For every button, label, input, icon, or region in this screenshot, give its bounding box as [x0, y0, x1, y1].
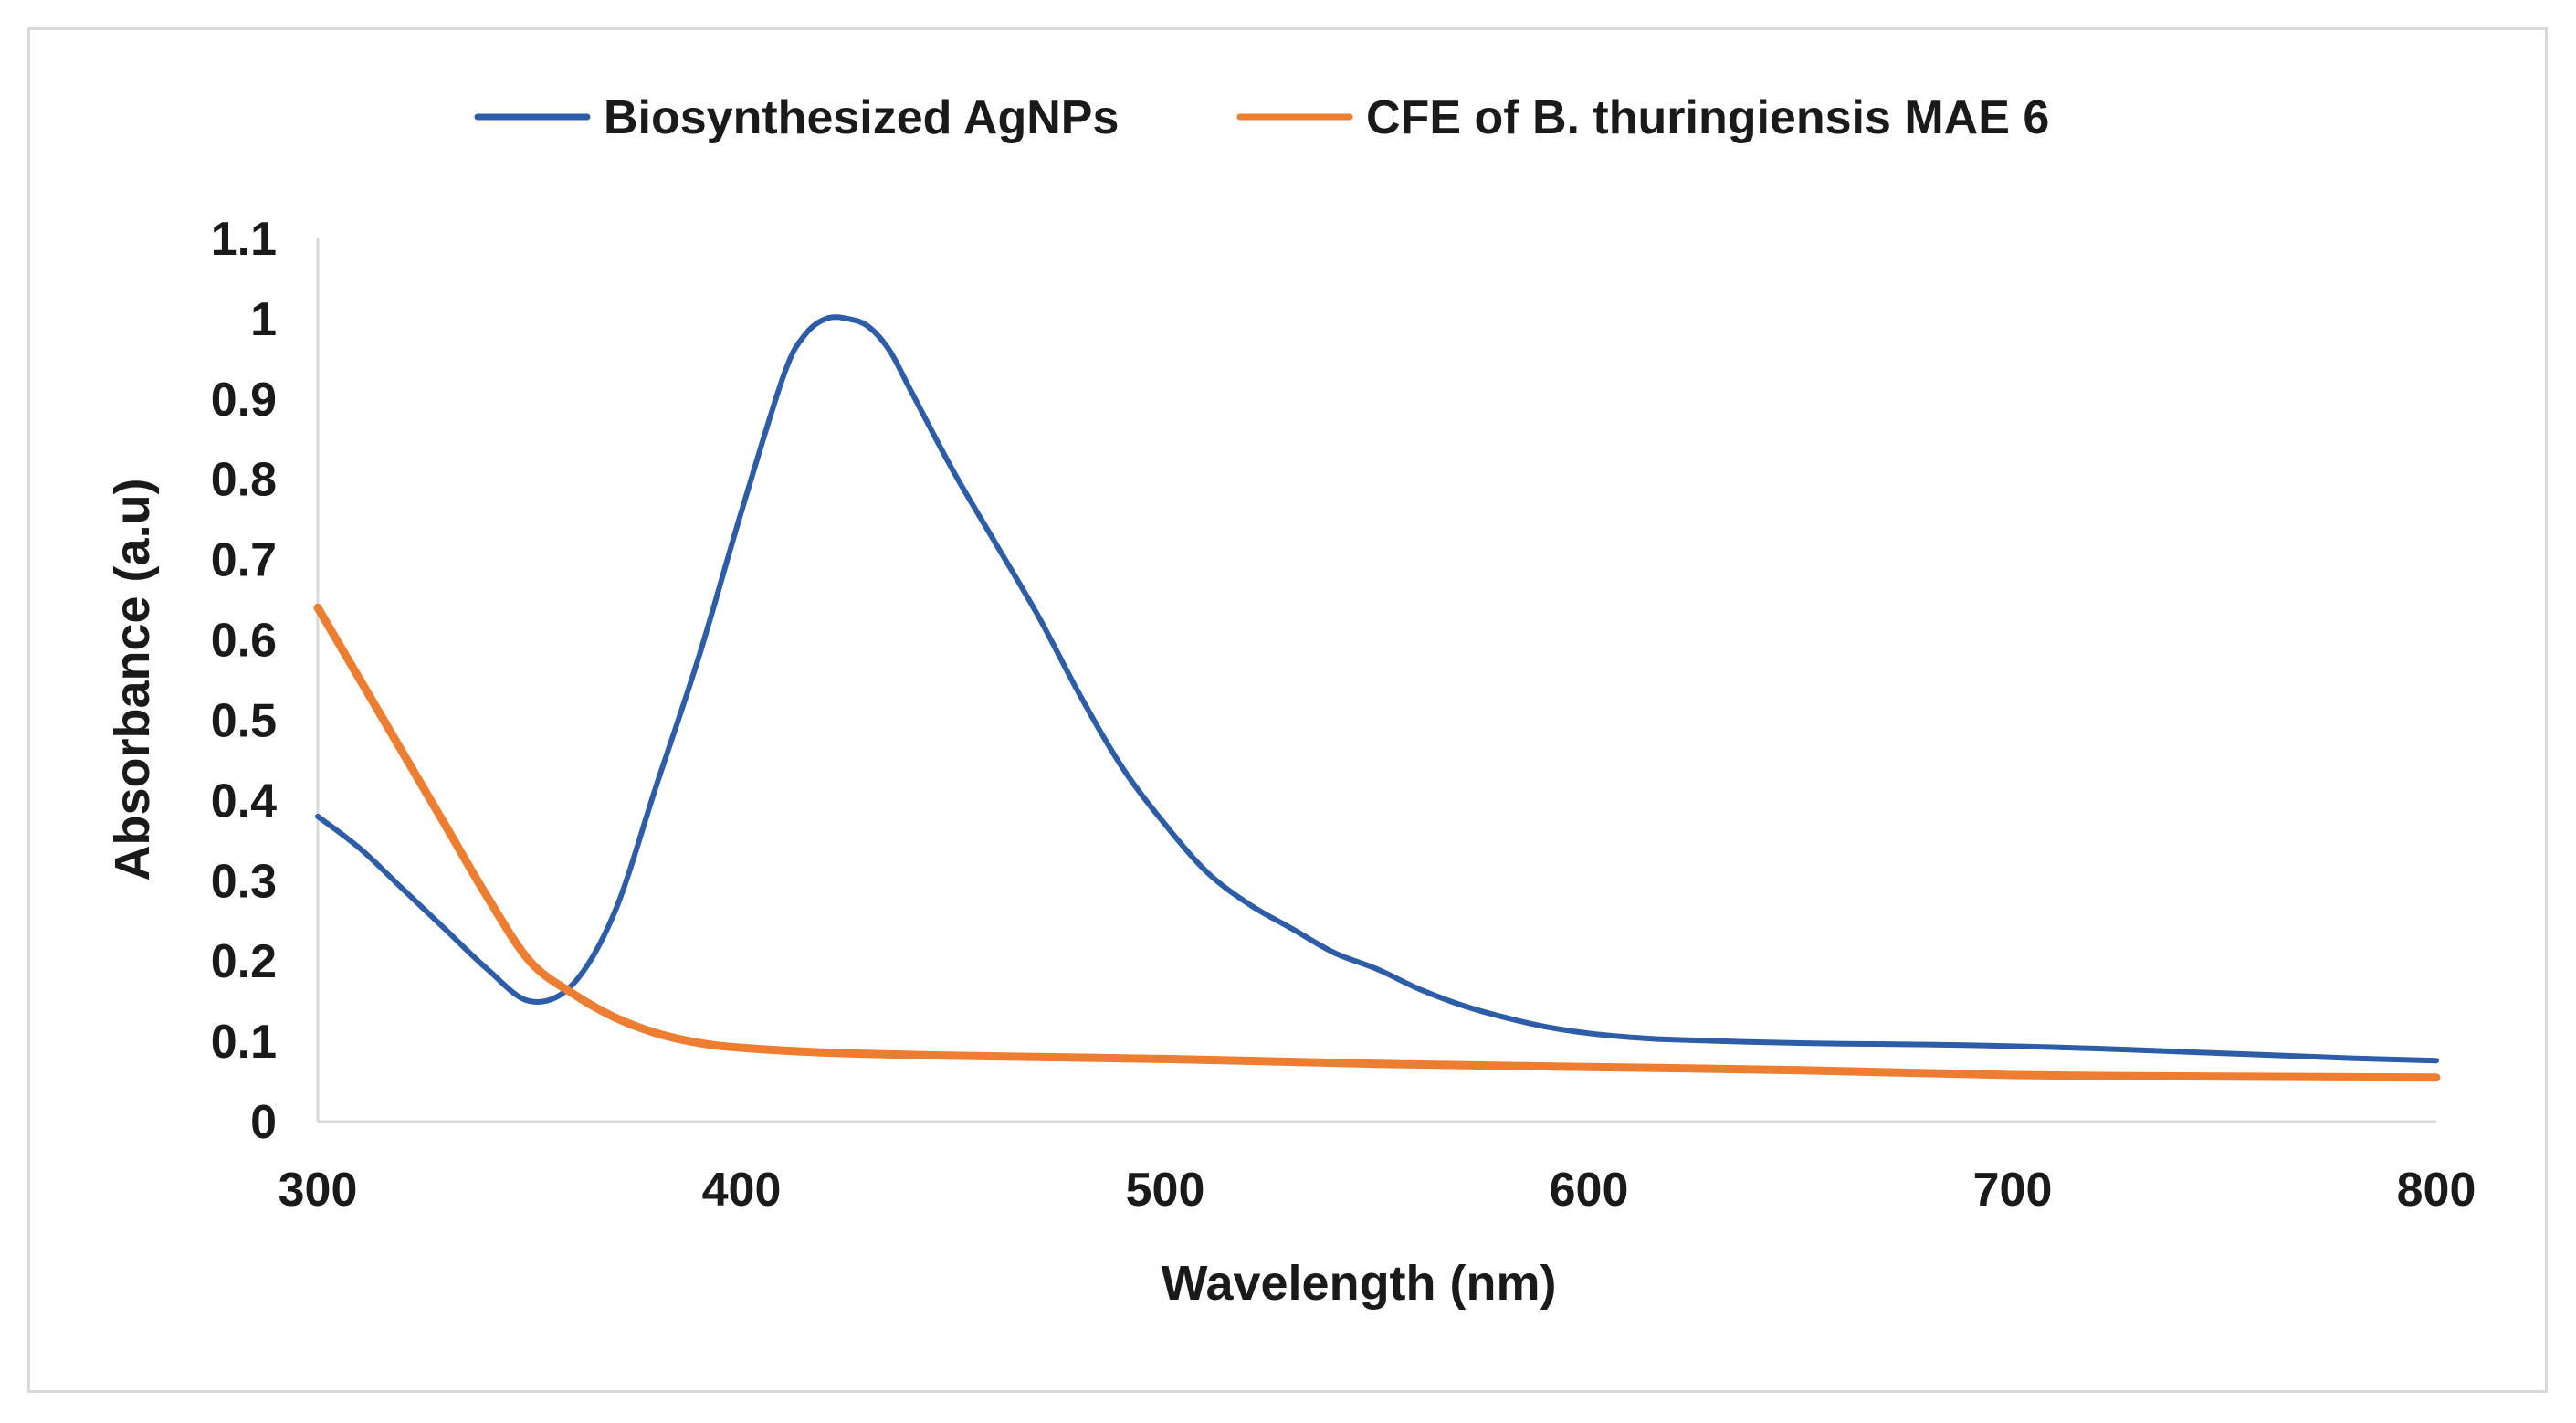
legend: Biosynthesized AgNPs CFE of B. thuringie… — [474, 91, 2049, 144]
y-tick-label: 0.1 — [211, 1016, 277, 1069]
x-tick-label: 700 — [1973, 1164, 2053, 1217]
x-axis-title: Wavelength (nm) — [1161, 1256, 1556, 1311]
chart-frame: Biosynthesized AgNPs CFE of B. thuringie… — [27, 27, 2548, 1393]
y-tick-label: 0.2 — [211, 935, 277, 988]
series-lines — [313, 314, 2441, 1082]
x-tick-label: 300 — [279, 1164, 358, 1217]
y-tick-label: 0.5 — [211, 694, 277, 747]
y-tick-label: 0.3 — [211, 855, 277, 908]
x-tick-label: 800 — [2397, 1164, 2476, 1217]
x-tick-label: 400 — [702, 1164, 782, 1217]
x-tick-label: 600 — [1550, 1164, 1629, 1217]
y-tick-label: 0.4 — [211, 775, 277, 827]
legend-label-agnps: Biosynthesized AgNPs — [604, 91, 1119, 144]
y-tick-label: 0.7 — [211, 534, 277, 587]
x-tick-label: 500 — [1126, 1164, 1205, 1217]
x-tick-labels: 300 400 500 600 700 800 — [279, 1164, 2476, 1217]
y-tick-label: 0.8 — [211, 454, 277, 507]
y-tick-label: 0 — [250, 1096, 277, 1149]
y-axis-title: Absorbance (a.u) — [105, 478, 160, 880]
series-line-agnps — [315, 314, 2439, 1064]
chart-svg: Biosynthesized AgNPs CFE of B. thuringie… — [105, 91, 2476, 1311]
y-tick-label: 1.1 — [211, 213, 277, 266]
y-tick-label: 0.6 — [211, 615, 277, 668]
series-line-cfe — [313, 603, 2441, 1082]
y-tick-label: 0.9 — [211, 374, 277, 427]
legend-label-cfe: CFE of B. thuringiensis MAE 6 — [1366, 91, 2049, 144]
y-tick-label: 1 — [250, 293, 277, 346]
y-tick-labels: 0 0.1 0.2 0.3 0.4 0.5 0.6 0.7 0.8 0.9 1 1.1 — [211, 213, 277, 1149]
